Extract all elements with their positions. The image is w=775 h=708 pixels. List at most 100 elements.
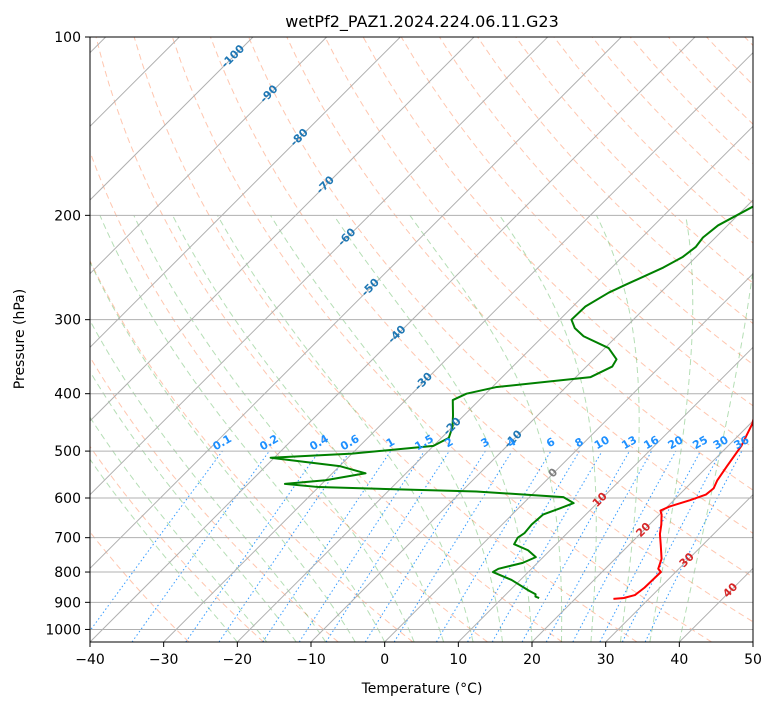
isotherm-label: 40: [720, 580, 740, 600]
moist-adiabat: [333, 215, 533, 642]
dewpoint-line: [269, 205, 753, 599]
y-tick-label: 100: [54, 30, 81, 46]
isotherm-line: [384, 272, 753, 642]
moist-adiabat: [678, 265, 753, 642]
isotherm-line: [678, 567, 753, 642]
x-tick-label: 10: [449, 652, 467, 668]
mixing-ratio-label: 3: [479, 435, 492, 450]
moist-adiabat: [90, 370, 297, 642]
profiles: [269, 205, 753, 600]
temperature-line: [613, 378, 753, 600]
x-tick-label: 0: [380, 652, 389, 668]
mixing-ratio-label: 20: [666, 433, 686, 452]
mixing-ratio-label: 13: [619, 433, 639, 452]
isotherm-label: 10: [590, 489, 610, 509]
mixing-ratio-label: 36: [732, 433, 752, 452]
mixing-ratio-label: 1: [384, 435, 397, 450]
isotherm-line: [457, 346, 753, 642]
mixing-ratio-label: 0.4: [307, 432, 331, 453]
dry-adiabat: [324, 37, 753, 491]
moist-adiabat: [217, 215, 474, 642]
mixing-ratio-line: [467, 450, 580, 642]
mixing-ratio-line: [364, 450, 486, 642]
dry-adiabat: [210, 37, 753, 623]
y-axis-label: Pressure (hPa): [12, 289, 28, 389]
x-axis-label: Temperature (°C): [361, 681, 483, 697]
mixing-ratio-label: 30: [711, 433, 731, 452]
grid-lines: [90, 37, 753, 642]
mixing-ratio-line: [599, 450, 701, 642]
mixing-ratio-line: [131, 450, 270, 642]
mixing-ratio-line: [90, 450, 223, 632]
dry-adiabat: [171, 37, 712, 642]
chart-title: wetPf2_PAZ1.2024.224.06.11.G23: [285, 12, 559, 32]
y-tick-label: 1000: [45, 622, 81, 638]
dry-adiabat: [706, 37, 753, 86]
mixing-ratio-label: 6: [544, 435, 557, 450]
moist-adiabat: [90, 458, 238, 642]
dry-adiabat: [95, 37, 563, 642]
dry-adiabat: [90, 356, 339, 642]
dry-adiabat: [90, 445, 264, 642]
y-tick-label: 300: [54, 313, 81, 329]
isotherm-line: [90, 37, 254, 201]
mixing-ratio-line: [218, 450, 351, 642]
x-axis: −40 −30 −20 −10 0 10 20 30 40 50: [75, 642, 762, 668]
isotherm-line: [605, 493, 753, 642]
dry-adiabat: [286, 37, 753, 534]
y-tick-label: 500: [54, 444, 81, 460]
mixing-ratio-line: [185, 450, 320, 642]
mixing-ratio-line: [545, 450, 653, 642]
isotherm-line: [90, 37, 549, 496]
y-tick-label: 400: [54, 387, 81, 403]
dry-adiabat: [668, 37, 753, 125]
y-tick-label: 200: [54, 208, 81, 224]
isotherm-line: [90, 37, 475, 422]
background-lines: [90, 37, 753, 642]
moist-adiabat: [596, 215, 640, 642]
dry-adiabat: [90, 531, 190, 642]
isotherm-line: [531, 420, 753, 642]
isotherm-line: [310, 199, 753, 642]
isotherm-line: [752, 641, 753, 642]
mixing-ratio-line: [644, 450, 743, 642]
x-tick-label: −40: [75, 652, 105, 668]
y-tick-label: 900: [54, 595, 81, 611]
isotherm-label: -30: [412, 370, 435, 393]
dry-adiabat: [744, 37, 753, 47]
mixing-ratio-line: [325, 450, 450, 642]
mixing-ratio-label: 16: [641, 433, 661, 452]
moist-adiabat: [99, 215, 386, 642]
dry-adiabat: [90, 259, 414, 642]
dry-adiabat: [90, 150, 488, 642]
y-tick-label: 600: [54, 491, 81, 507]
dry-adiabat: [133, 37, 638, 642]
x-tick-label: 40: [670, 652, 688, 668]
isotherm-line: [90, 37, 622, 570]
mixing-ratio-label: 2: [442, 435, 455, 450]
dry-adiabat: [591, 37, 753, 204]
mixing-ratio-label: 1.5: [412, 432, 435, 453]
mixing-ratio-label: 10: [592, 433, 612, 452]
isotherm-label: 30: [677, 550, 697, 570]
mixing-ratio-line: [262, 450, 392, 642]
isotherm-line: [236, 125, 753, 642]
isotherm-label: -20: [441, 415, 464, 438]
y-tick-label: 800: [54, 565, 81, 581]
moist-adiabat: [649, 215, 694, 642]
x-tick-label: 50: [744, 652, 762, 668]
isotherm-line: [163, 51, 753, 642]
plot-frame: [89, 36, 754, 643]
x-tick-label: −10: [296, 652, 326, 668]
mixing-ratio-label: 25: [690, 433, 710, 452]
dry-adiabat: [248, 37, 753, 578]
mixing-ratio-line: [393, 450, 513, 642]
isotherm-line: [90, 37, 328, 275]
y-axis: 100 200 300 400 500 600 700 800 900 1000: [45, 30, 90, 638]
moist-adiabat: [90, 319, 327, 642]
y-tick-label: 700: [54, 531, 81, 547]
moist-adiabat: [409, 215, 563, 642]
dry-adiabat: [553, 37, 753, 244]
mixing-ratio-label: 0.1: [210, 432, 233, 453]
x-tick-label: −20: [223, 652, 253, 668]
